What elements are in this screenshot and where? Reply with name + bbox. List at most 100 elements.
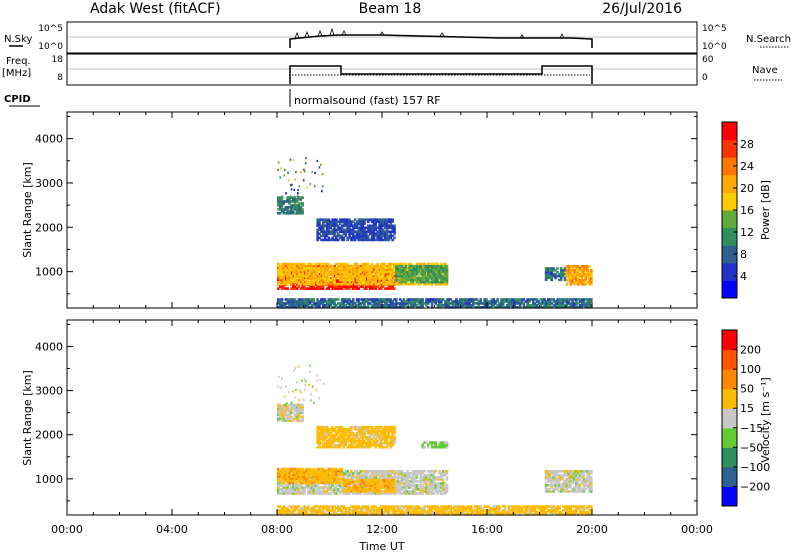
heatmap-cell <box>297 405 301 409</box>
heatmap-cell <box>355 236 359 240</box>
heatmap-cell <box>344 264 347 268</box>
heatmap-cell <box>464 304 467 307</box>
heatmap-cell <box>331 490 334 493</box>
heatmap-cell <box>320 473 323 477</box>
heatmap-cell <box>528 300 531 303</box>
heatmap-cell <box>278 302 282 305</box>
heatmap-cell <box>299 469 302 473</box>
heatmap-cell <box>327 283 331 286</box>
heatmap-cell <box>277 413 280 417</box>
heatmap-cell <box>323 298 327 301</box>
heatmap-cell <box>385 486 389 489</box>
heatmap-cell <box>312 272 316 276</box>
heatmap-cell <box>348 439 351 443</box>
heatmap-cell <box>286 198 289 201</box>
heatmap-cell <box>337 232 340 236</box>
heatmap-cell <box>385 492 389 495</box>
heatmap-cell <box>383 275 387 278</box>
heatmap-cell <box>299 306 302 309</box>
heatmap-cell <box>278 206 282 209</box>
heatmap-cell <box>365 437 368 441</box>
heatmap-cell <box>346 478 349 482</box>
heatmap-cell <box>389 427 392 431</box>
heatmap-cell <box>423 478 426 481</box>
heatmap-cell <box>320 427 323 431</box>
heatmap-cell <box>376 226 379 230</box>
heatmap-cell <box>368 266 372 270</box>
heatmap-cell <box>281 195 284 198</box>
heatmap-cell <box>383 472 387 475</box>
heatmap-cell <box>353 236 357 240</box>
heatmap-cell <box>297 270 301 274</box>
heatmap-cell <box>346 492 349 495</box>
heatmap-cell <box>331 484 334 487</box>
heatmap-cell <box>400 300 404 303</box>
heatmap-cell <box>389 443 392 447</box>
heatmap-cell <box>292 276 295 280</box>
heatmap-cell <box>277 200 280 203</box>
heatmap-cell <box>307 287 310 290</box>
heatmap-cell <box>556 482 559 485</box>
heatmap-cell <box>280 407 284 411</box>
heatmap-cell <box>571 267 574 270</box>
heatmap-cell <box>415 268 419 272</box>
heatmap-cell <box>430 482 434 485</box>
heatmap-cell <box>376 276 379 280</box>
heatmap-cell <box>359 425 362 429</box>
heatmap-cell <box>421 304 424 307</box>
heatmap-cell <box>367 274 370 278</box>
heatmap-cell <box>440 476 443 479</box>
heatmap-cell <box>558 490 561 493</box>
heatmap-cell <box>329 285 332 288</box>
heatmap-cell <box>350 232 353 236</box>
heatmap-cell <box>425 482 428 485</box>
heatmap-cell <box>301 488 304 491</box>
freq-tick-bottom: 8 <box>57 73 63 83</box>
heatmap-cell <box>391 486 394 489</box>
heatmap-cell <box>297 202 301 205</box>
heatmap-cell <box>404 472 407 475</box>
heatmap-cell <box>500 302 503 305</box>
heatmap-cell <box>382 228 385 232</box>
heatmap-cell <box>280 285 284 288</box>
heatmap-cell <box>430 304 434 307</box>
heatmap-cell <box>327 262 331 266</box>
heatmap-cell <box>402 274 406 278</box>
heatmap-cell <box>383 224 387 228</box>
heatmap-cell <box>301 276 304 280</box>
heatmap-cell <box>374 287 377 290</box>
heatmap-cell <box>417 262 421 266</box>
heatmap-cell <box>323 490 327 493</box>
heatmap-cell <box>415 280 419 284</box>
heatmap-cell <box>427 480 430 483</box>
heatmap-cell <box>344 437 347 441</box>
heatmap-cell <box>462 304 466 307</box>
heatmap-cell <box>365 234 368 238</box>
heatmap-cell <box>567 279 571 282</box>
heatmap-cell <box>290 405 293 409</box>
heatmap-cell <box>295 208 299 211</box>
heatmap-cell <box>333 220 336 223</box>
heatmap-cell <box>548 267 552 270</box>
heatmap-cell <box>365 476 368 479</box>
heatmap-cell <box>353 476 357 479</box>
heatmap-cell <box>380 270 383 274</box>
heatmap-cell <box>325 486 329 489</box>
heatmap-cell <box>397 267 400 270</box>
heatmap-cell <box>294 178 296 181</box>
heatmap-cell <box>393 431 396 435</box>
heatmap-cell <box>385 228 389 232</box>
heatmap-cell <box>348 222 351 226</box>
heatmap-cell <box>346 278 349 282</box>
y-tick-label: 1000 <box>35 266 63 279</box>
heatmap-cell <box>297 279 301 282</box>
heatmap-cell <box>550 267 553 270</box>
heatmap-cell <box>327 287 331 290</box>
heatmap-cell <box>284 471 287 475</box>
heatmap-cell <box>284 266 287 270</box>
heatmap-cell <box>305 264 308 268</box>
heatmap-cell <box>419 304 422 307</box>
heatmap-cell <box>297 407 301 411</box>
heatmap-cell <box>278 266 282 270</box>
heatmap-cell <box>412 304 415 307</box>
